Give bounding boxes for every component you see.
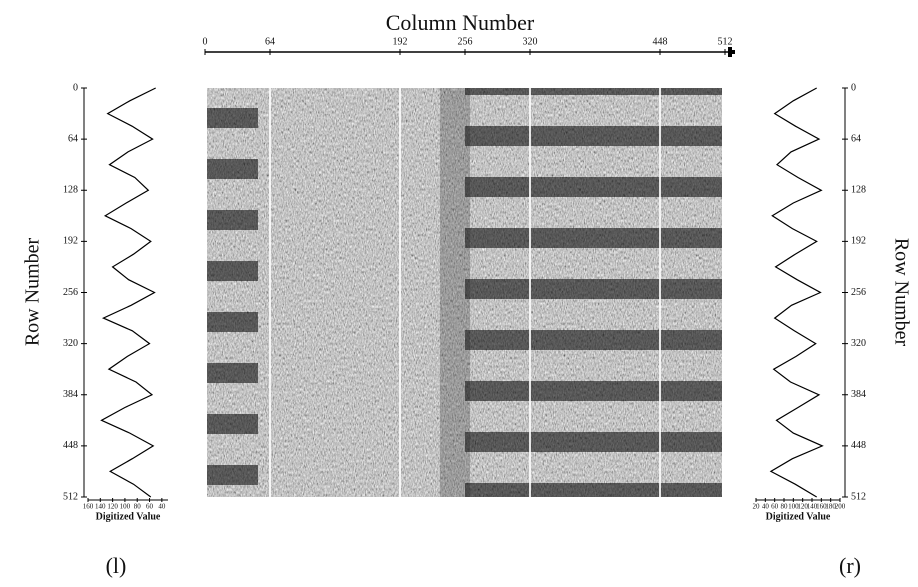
value-tick-label: 100 bbox=[788, 503, 799, 511]
row-tick-label: 320 bbox=[63, 338, 78, 349]
image-panel bbox=[207, 88, 722, 497]
column-axis-title: Column Number bbox=[386, 10, 535, 35]
row-tick-label: 512 bbox=[851, 491, 866, 502]
value-tick-label: 80 bbox=[134, 503, 142, 511]
dark-band bbox=[465, 279, 722, 299]
value-axis-title: Digitized Value bbox=[766, 511, 831, 522]
dark-band bbox=[207, 159, 258, 179]
value-tick-label: 120 bbox=[797, 503, 808, 511]
value-tick-label: 60 bbox=[771, 503, 779, 511]
panel-label: (r) bbox=[839, 553, 861, 578]
dark-band bbox=[207, 312, 258, 332]
dark-band bbox=[207, 210, 258, 230]
dark-band bbox=[207, 414, 258, 434]
x-tick-label: 320 bbox=[523, 36, 538, 47]
row-tick-label: 0 bbox=[73, 82, 78, 93]
left-row-title: Row Number bbox=[22, 238, 44, 347]
profile-line bbox=[769, 87, 824, 498]
dark-band bbox=[465, 330, 722, 350]
x-tick-label: 256 bbox=[458, 36, 473, 47]
x-tick-label: 0 bbox=[203, 36, 208, 47]
dark-band bbox=[465, 88, 722, 95]
value-axis-title: Digitized Value bbox=[96, 511, 161, 522]
row-tick-label: 128 bbox=[851, 185, 866, 196]
dark-band bbox=[465, 483, 722, 497]
row-tick-label: 384 bbox=[63, 389, 78, 400]
value-tick-label: 160 bbox=[83, 503, 94, 511]
right-row-title: Row Number bbox=[890, 238, 912, 347]
value-tick-label: 140 bbox=[807, 503, 818, 511]
row-tick-label: 320 bbox=[851, 338, 866, 349]
value-tick-label: 100 bbox=[120, 503, 131, 511]
profile-line bbox=[100, 87, 156, 498]
value-tick-label: 40 bbox=[762, 503, 770, 511]
row-tick-label: 256 bbox=[851, 287, 866, 298]
value-tick-label: 180 bbox=[825, 503, 836, 511]
value-tick-label: 60 bbox=[146, 503, 154, 511]
dark-band bbox=[207, 465, 258, 485]
value-tick-label: 140 bbox=[95, 503, 106, 511]
value-tick-label: 40 bbox=[158, 503, 166, 511]
dark-band bbox=[465, 177, 722, 197]
transition bbox=[440, 88, 470, 497]
row-tick-label: 0 bbox=[851, 82, 856, 93]
row-tick-label: 512 bbox=[63, 491, 78, 502]
row-tick-label: 448 bbox=[63, 440, 78, 451]
value-tick-label: 80 bbox=[781, 503, 789, 511]
x-tick-label: 192 bbox=[393, 36, 408, 47]
row-tick-label: 256 bbox=[63, 287, 78, 298]
row-tick-label: 64 bbox=[851, 133, 861, 144]
dark-band bbox=[207, 261, 258, 281]
row-tick-label: 192 bbox=[63, 236, 78, 247]
dark-band bbox=[465, 381, 722, 401]
row-tick-label: 192 bbox=[851, 236, 866, 247]
row-tick-label: 448 bbox=[851, 440, 866, 451]
value-tick-label: 120 bbox=[107, 503, 118, 511]
x-tick-label: 448 bbox=[653, 36, 668, 47]
dark-band bbox=[465, 126, 722, 146]
row-tick-label: 64 bbox=[68, 133, 78, 144]
x-tick-label: 64 bbox=[265, 36, 275, 47]
axis-arrow bbox=[728, 47, 735, 57]
dark-band bbox=[465, 432, 722, 452]
x-tick-label: 512 bbox=[718, 36, 733, 47]
panel-label: (l) bbox=[106, 553, 127, 578]
dark-band bbox=[207, 108, 258, 128]
row-tick-label: 384 bbox=[851, 389, 866, 400]
dark-band bbox=[207, 363, 258, 383]
value-tick-label: 20 bbox=[753, 503, 761, 511]
value-tick-label: 160 bbox=[816, 503, 827, 511]
dark-band bbox=[465, 228, 722, 248]
value-tick-label: 200 bbox=[835, 503, 846, 511]
row-tick-label: 128 bbox=[63, 185, 78, 196]
